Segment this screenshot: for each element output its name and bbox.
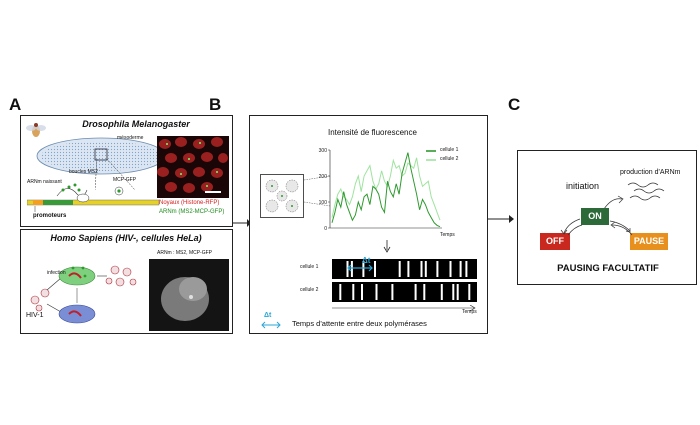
polymerase-event (459, 261, 462, 277)
y-tick-label: 100 (319, 200, 328, 206)
nuclei-leader-lines (304, 175, 330, 207)
panel-c: production d'ARNm initiation ON OFF PAUS… (517, 150, 697, 285)
raster-delta-label: Δt (362, 256, 371, 265)
raster-row2-label: cellule 2 (300, 287, 319, 293)
waiting-time-caption: Temps d'attente entre deux polymérases (292, 319, 427, 328)
polymerase-event (350, 261, 353, 277)
hela-microscopy-label: ARNm : MS2, MCP-GFP (157, 250, 213, 256)
chart-x-label: Temps (440, 232, 455, 238)
polymerase-event (339, 284, 342, 300)
delta-arrow-head-right (368, 264, 373, 272)
delta-arrow-head-left (347, 264, 352, 272)
nuclei-schematic (260, 174, 304, 218)
raster-row2 (332, 282, 477, 302)
mrna-label: ARNm (MS2-MCP-GFP) (159, 209, 225, 215)
promoters-label: promoteurs (33, 213, 67, 219)
polymerase-event (420, 261, 423, 277)
arrow-b-to-c (488, 215, 514, 223)
polymerase-event (465, 261, 468, 277)
polymerase-event (352, 284, 355, 300)
gene-diagram (27, 183, 160, 212)
panel-a-hela: Homo Sapiens (HIV-, cellules HeLa) infec… (20, 229, 233, 334)
polymerase-event (362, 261, 365, 277)
panel-b-letter: B (209, 95, 222, 114)
panel-a-letter: A (9, 95, 22, 114)
fluorescence-chart: 0 100 200 300 (319, 148, 442, 232)
on-state-box: ON (581, 208, 609, 225)
infection-label: infection (47, 270, 66, 276)
polymerase-event (449, 261, 452, 277)
polymerase-event (423, 284, 426, 300)
polymerase-event (361, 284, 363, 300)
mesoderm-label: mésoderme (117, 135, 144, 141)
polymerase-event (407, 261, 410, 277)
panel-b: Intensité de fluorescence 0 100 200 300 cel… (249, 115, 488, 334)
delta-icon (261, 321, 281, 329)
polymerase-event (375, 284, 378, 300)
polymerase-event (374, 261, 376, 277)
delta-footer-symbol: Δt (264, 312, 272, 319)
fluorescence-title: Intensité de fluorescence (328, 128, 417, 137)
arrow-chart-to-raster (383, 240, 391, 253)
raster-time-axis (332, 305, 476, 312)
polymerase-event (436, 261, 439, 277)
panel-a-drosophila: Drosophila Melanogaster mésoderme boucle… (20, 115, 233, 227)
fly-icon (26, 123, 46, 137)
y-tick-label: 300 (319, 148, 328, 154)
raster-row1-label: cellule 1 (300, 264, 319, 270)
drosophila-micrograph (157, 136, 229, 198)
initiation-label: initiation (566, 181, 600, 191)
polymerase-event (456, 284, 459, 300)
polymerase-raster (332, 259, 477, 302)
ms2-loops-label: boucles MS2 (69, 169, 98, 175)
initiation-arrow (603, 195, 624, 210)
mrna-squiggles (627, 182, 665, 201)
hiv-infection-diagram (30, 265, 137, 324)
legend-cell2: cellule 2 (440, 156, 459, 162)
y-tick-label: 200 (319, 174, 328, 180)
drosophila-title: Drosophila Melanogaster (82, 119, 190, 129)
polymerase-event (391, 284, 394, 300)
nascent-rna-label: ARNm naissant (27, 179, 62, 185)
polymerase-event (414, 284, 417, 300)
polymerase-event (398, 261, 401, 277)
embryo-diagram (36, 137, 166, 175)
series-line-2 (331, 157, 441, 221)
production-label: production d'ARNm (620, 169, 681, 176)
polymerase-event (468, 284, 471, 300)
zoom-lines (95, 158, 136, 191)
series-line-1 (331, 152, 441, 228)
hiv-label: HIV-1 (26, 312, 44, 319)
hela-micrograph (149, 259, 229, 331)
hela-title: Homo Sapiens (HIV-, cellules HeLa) (50, 233, 202, 243)
raster-row1 (332, 259, 477, 279)
polymerase-event (452, 284, 455, 300)
polymerase-event (346, 261, 349, 277)
raster-x-label: Temps (462, 309, 477, 315)
pausing-caption: PAUSING FACULTATIF (557, 263, 659, 274)
polymerase-event (424, 261, 427, 277)
pause-state-box: PAUSE (630, 233, 668, 250)
nuclei-label: Noyaux (Histone-RFP) (159, 200, 220, 206)
off-state-box: OFF (540, 233, 570, 250)
chart-legend (426, 150, 436, 161)
panel-c-letter: C (508, 95, 521, 114)
polymerase-event (440, 284, 443, 300)
y-tick-label: 0 (324, 226, 327, 232)
legend-cell1: cellule 1 (440, 147, 459, 153)
mcp-gfp-label: MCP-GFP (113, 177, 137, 183)
state-transition-arrows (560, 218, 633, 236)
